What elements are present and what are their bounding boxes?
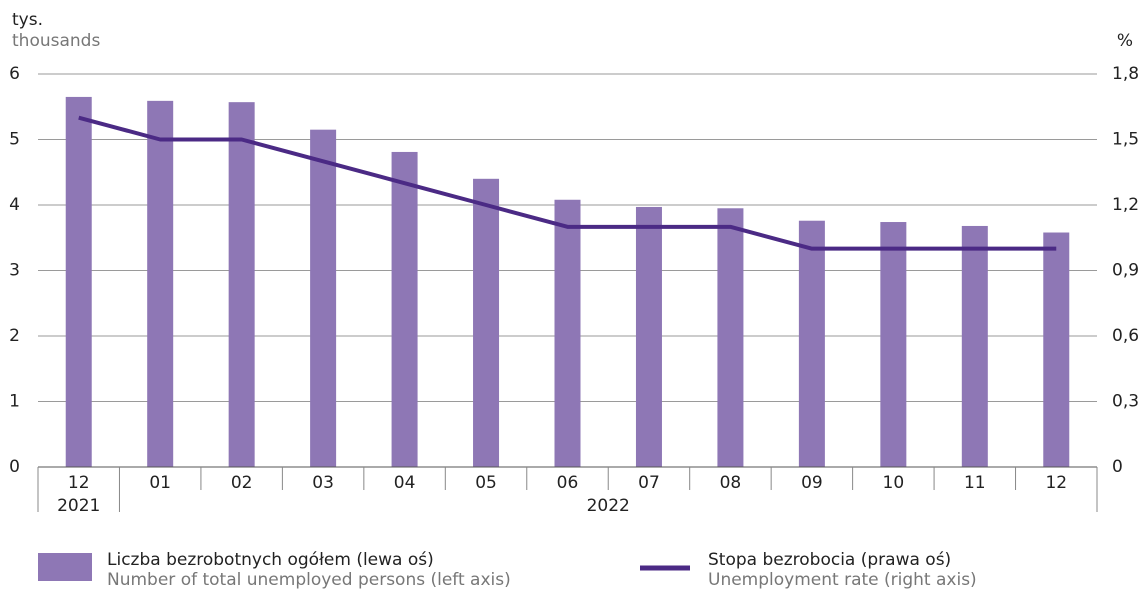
year-label: 2021 (57, 496, 100, 516)
y2-tick-label: 0,3 (1112, 392, 1139, 412)
y-tick-label: 4 (9, 195, 20, 215)
bar (554, 199, 581, 467)
year-label: 2022 (587, 496, 630, 516)
x-tick-label: 06 (557, 473, 579, 493)
y-tick-label: 1 (9, 392, 20, 412)
y2-tick-label: 0 (1112, 457, 1123, 477)
x-tick-label: 07 (638, 473, 660, 493)
x-tick-label: 09 (801, 473, 823, 493)
y-tick-label: 0 (9, 457, 20, 477)
legend-label: Liczba bezrobotnych ogółem (lewa oś) (107, 550, 434, 570)
x-tick-label: 02 (231, 473, 253, 493)
x-tick-label: 11 (964, 473, 986, 493)
x-tick-label: 12 (68, 473, 90, 493)
bar (391, 151, 418, 467)
y2-axis-title: % (1117, 31, 1133, 51)
bar (635, 206, 662, 467)
y-tick-label: 6 (9, 64, 20, 84)
y2-tick-label: 1,5 (1112, 130, 1139, 150)
x-tick-label: 10 (883, 473, 905, 493)
bar (65, 96, 92, 468)
bar (473, 178, 500, 468)
bar (1043, 232, 1070, 467)
y2-tick-label: 0,9 (1112, 261, 1139, 281)
y-axis-title: tys. (12, 10, 43, 30)
y2-tick-label: 1,8 (1112, 64, 1139, 84)
legend-label-en: Unemployment rate (right axis) (708, 570, 977, 590)
legend-swatch (38, 553, 92, 581)
y2-tick-label: 1,2 (1112, 195, 1139, 215)
bar (961, 225, 988, 467)
y-tick-label: 5 (9, 130, 20, 150)
bar (717, 208, 744, 467)
bar (880, 222, 907, 467)
y-axis-title-en: thousands (12, 31, 100, 51)
x-tick-label: 12 (1045, 473, 1067, 493)
legend-label: Stopa bezrobocia (prawa oś) (708, 550, 951, 570)
bar (798, 220, 825, 467)
y-tick-label: 2 (9, 326, 20, 346)
bar (228, 102, 255, 467)
x-tick-label: 08 (720, 473, 742, 493)
x-tick-label: 05 (475, 473, 497, 493)
y-tick-label: 3 (9, 261, 20, 281)
line (78, 115, 1057, 251)
legend-label-en: Number of total unemployed persons (left… (107, 570, 511, 590)
x-tick-label: 01 (149, 473, 171, 493)
bar (310, 129, 337, 468)
bar (147, 100, 174, 467)
x-tick-label: 04 (394, 473, 416, 493)
y2-tick-label: 0,6 (1112, 326, 1139, 346)
x-tick-label: 03 (312, 473, 334, 493)
